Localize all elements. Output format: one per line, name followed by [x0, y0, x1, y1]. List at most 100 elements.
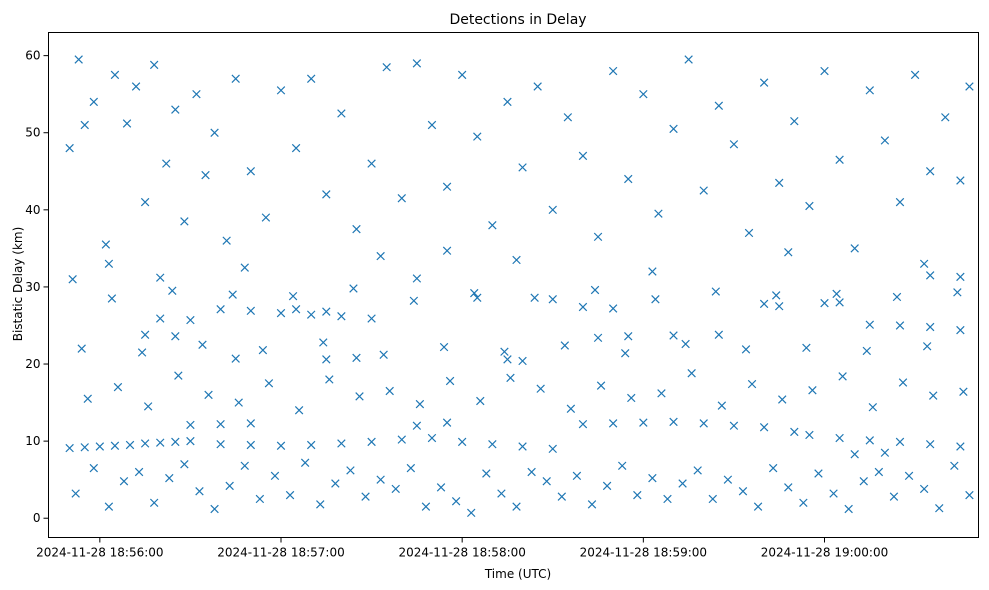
y-tick-label: 0: [33, 511, 41, 525]
data-point: [276, 86, 286, 95]
y-tick-label: 60: [25, 49, 40, 63]
data-point: [415, 399, 425, 409]
data-point: [639, 89, 648, 99]
y-axis-ticks: 0 10 20 30 40 50 60: [25, 49, 49, 525]
data-point: [270, 471, 280, 481]
data-point: [578, 151, 588, 161]
data-point: [222, 236, 231, 245]
data-point: [560, 341, 570, 350]
data-point: [367, 314, 376, 323]
data-point: [624, 332, 633, 341]
data-point: [467, 508, 476, 518]
plot-frame: [48, 32, 979, 538]
data-point: [171, 332, 180, 341]
data-point: [654, 209, 663, 218]
data-point: [186, 315, 195, 325]
data-point: [500, 347, 509, 356]
data-point: [935, 503, 944, 513]
y-tick-label: 40: [25, 203, 40, 217]
data-point: [711, 287, 721, 296]
data-point: [759, 299, 769, 309]
data-point: [919, 484, 929, 494]
data-point: [143, 402, 153, 411]
data-point: [346, 466, 355, 475]
data-point: [155, 273, 165, 282]
data-point: [361, 492, 370, 501]
data-point: [192, 89, 201, 99]
data-point: [925, 167, 935, 176]
data-point: [488, 439, 497, 449]
data-point: [859, 476, 868, 486]
data-point: [231, 74, 240, 83]
data-point: [68, 274, 77, 284]
data-point: [530, 293, 539, 302]
data-point: [149, 60, 159, 70]
data-point: [442, 246, 452, 255]
data-point: [355, 392, 364, 401]
data-point: [503, 97, 512, 107]
data-point: [442, 418, 452, 427]
data-point: [216, 419, 225, 429]
data-point: [774, 301, 784, 311]
data-point: [155, 314, 165, 323]
data-point: [814, 469, 823, 478]
data-point: [74, 55, 83, 64]
data-point: [186, 436, 195, 446]
data-point: [134, 467, 144, 477]
data-point: [352, 353, 361, 363]
data-point: [774, 178, 784, 188]
x-tick-label: 2024-11-28 18:56:00: [36, 546, 163, 560]
data-point: [140, 197, 150, 207]
data-point: [240, 263, 249, 272]
data-point: [904, 471, 914, 481]
data-point: [928, 391, 938, 400]
data-point: [113, 382, 123, 392]
data-point: [648, 267, 657, 276]
data-point: [587, 500, 597, 509]
data-point: [808, 386, 817, 395]
data-point: [880, 448, 890, 457]
data-point: [322, 355, 331, 364]
data-point: [488, 221, 497, 230]
data-point: [669, 331, 678, 340]
data-point: [925, 322, 935, 332]
data-point: [759, 78, 769, 87]
data-point: [578, 302, 588, 312]
data-point: [663, 494, 672, 504]
x-axis-label: Time (UTC): [484, 567, 551, 581]
data-point: [204, 390, 213, 400]
data-point: [101, 240, 111, 249]
data-point: [729, 421, 739, 430]
data-point: [451, 497, 461, 506]
data-point: [895, 321, 905, 330]
data-point: [778, 395, 787, 404]
data-point: [80, 120, 89, 130]
data-point: [784, 483, 793, 492]
data-point: [919, 259, 929, 269]
data-point: [325, 375, 334, 384]
data-point: [445, 376, 455, 386]
data-point: [288, 291, 298, 301]
data-point: [228, 290, 237, 299]
data-point: [572, 471, 582, 481]
data-point: [669, 124, 678, 134]
data-point: [337, 312, 346, 321]
data-point: [162, 159, 171, 168]
data-point: [533, 82, 542, 91]
data-point: [294, 406, 304, 415]
data-point: [104, 502, 114, 511]
data-point: [482, 469, 491, 478]
data-point: [427, 433, 437, 443]
y-tick-label: 30: [25, 280, 40, 294]
data-point: [210, 128, 219, 137]
data-point: [684, 55, 693, 64]
data-point: [110, 70, 120, 80]
data-point: [593, 232, 603, 242]
data-point: [77, 344, 86, 353]
data-point: [714, 330, 724, 339]
data-point: [457, 70, 467, 80]
data-point: [790, 427, 799, 437]
data-point: [436, 483, 446, 492]
data-point: [602, 481, 612, 491]
data-point: [617, 461, 627, 471]
